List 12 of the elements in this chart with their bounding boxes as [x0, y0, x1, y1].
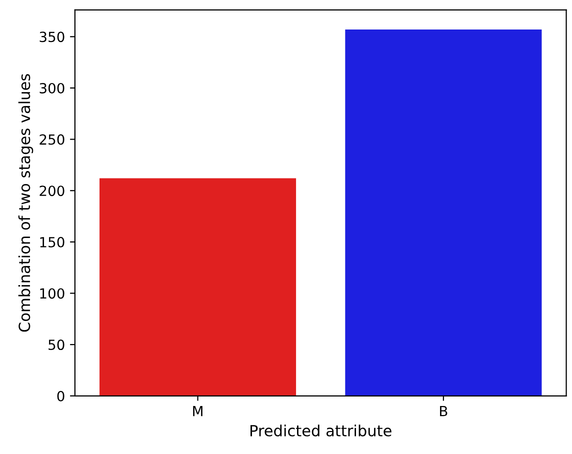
y-tick-label: 150 — [40, 236, 64, 248]
x-axis-title: Predicted attribute — [250, 424, 392, 436]
x-tick-label: M — [193, 406, 202, 416]
y-tick-label: 350 — [40, 32, 64, 42]
y-tick-label: 0 — [57, 390, 64, 402]
y-tick-label: 100 — [40, 288, 64, 299]
x-tick-label: B — [440, 406, 448, 416]
y-axis-title: Combination of two stages values — [18, 74, 34, 332]
y-tick-label: 50 — [48, 340, 64, 350]
y-tick-label: 250 — [40, 134, 64, 145]
y-tick-label: 200 — [40, 186, 64, 196]
y-tick-label: 300 — [40, 82, 64, 94]
